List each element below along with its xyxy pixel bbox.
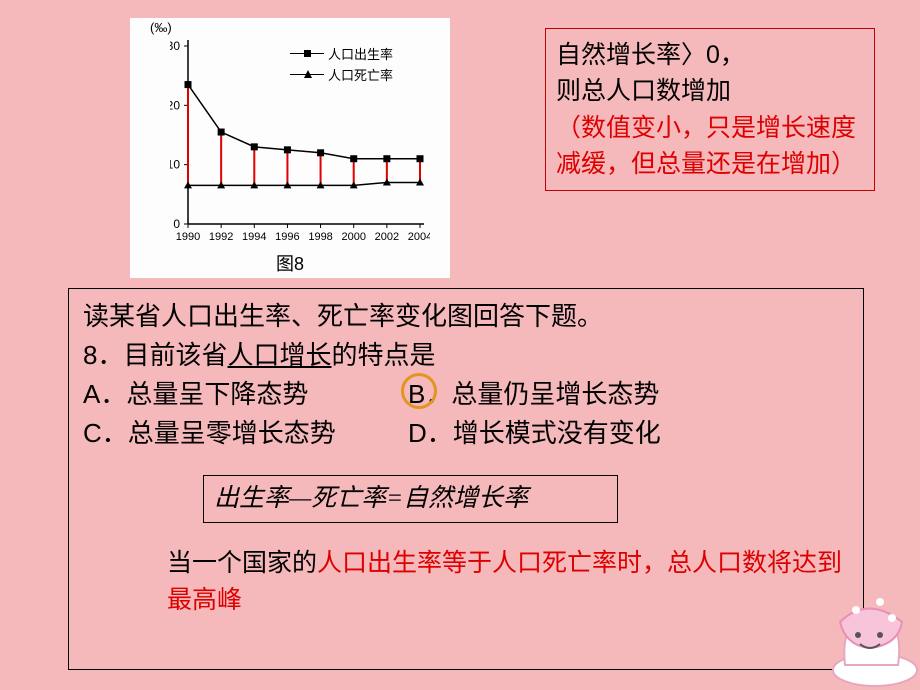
- formula-box: 出生率—死亡率=自然增长率: [203, 475, 618, 523]
- note-text: 则总人口数增加: [556, 77, 731, 105]
- option-c: C．总量呈零增长态势: [83, 414, 408, 453]
- svg-text:1994: 1994: [242, 231, 266, 240]
- legend-item-death: 人口死亡率: [290, 65, 393, 84]
- note-text: 自然增长率〉0，: [556, 41, 745, 69]
- y-axis-unit: (‰): [150, 20, 172, 35]
- svg-text:20: 20: [170, 98, 180, 112]
- svg-text:10: 10: [170, 158, 180, 172]
- legend-marker-square-icon: [290, 53, 324, 55]
- conclusion-text: 当一个国家的人口出生率等于人口死亡率时，总人口数将达到最高峰: [167, 545, 849, 620]
- chart-plot-area: (‰) 010203019901992199419961998200020022…: [170, 32, 430, 232]
- question-prompt: 读某省人口出生率、死亡率变化图回答下题。: [83, 297, 849, 336]
- options-block: A．总量呈下降态势 B．总量仍呈增长态势 C．总量呈零增长态势 D．增长模式没有…: [83, 375, 849, 453]
- svg-text:2004: 2004: [408, 231, 430, 240]
- svg-text:2002: 2002: [375, 231, 399, 240]
- option-d: D．增长模式没有变化: [408, 414, 661, 453]
- svg-text:30: 30: [170, 39, 180, 53]
- svg-text:1998: 1998: [308, 231, 332, 240]
- question-box: 读某省人口出生率、死亡率变化图回答下题。 8．目前该省人口增长的特点是 A．总量…: [68, 288, 864, 670]
- svg-text:0: 0: [173, 217, 180, 231]
- text: 目前该省: [123, 340, 227, 370]
- note-text-red: （数值变小，只是增长速度减缓，但总量还是在增加）: [556, 114, 856, 178]
- chart-caption: 图8: [130, 250, 450, 276]
- chart-legend: 人口出生率 人口死亡率: [290, 44, 393, 84]
- option-b-text: B．总量仍呈增长态势: [408, 379, 659, 409]
- legend-item-birth: 人口出生率: [290, 44, 393, 63]
- option-b: B．总量仍呈增长态势: [408, 375, 659, 414]
- text: 的特点是: [332, 340, 436, 370]
- chart-figure: (‰) 0 10 20 30 1990 1992 1994 1996 1998 2000 2002 2…: [130, 18, 450, 278]
- legend-label: 人口死亡率: [328, 65, 393, 84]
- svg-text:2000: 2000: [341, 231, 365, 240]
- legend-label: 人口出生率: [328, 44, 393, 63]
- answer-circle-icon: [401, 373, 437, 409]
- svg-text:1992: 1992: [209, 231, 233, 240]
- text: 当一个国家的: [167, 549, 317, 577]
- text-underlined: 人口增长: [227, 340, 331, 370]
- legend-marker-triangle-icon: [290, 74, 324, 76]
- question-number: 8．: [83, 340, 123, 370]
- svg-text:1990: 1990: [176, 231, 200, 240]
- note-box: 自然增长率〉0， 则总人口数增加 （数值变小，只是增长速度减缓，但总量还是在增加…: [545, 28, 875, 191]
- svg-text:1996: 1996: [275, 231, 299, 240]
- option-a: A．总量呈下降态势: [83, 375, 408, 414]
- question-stem: 8．目前该省人口增长的特点是: [83, 336, 849, 375]
